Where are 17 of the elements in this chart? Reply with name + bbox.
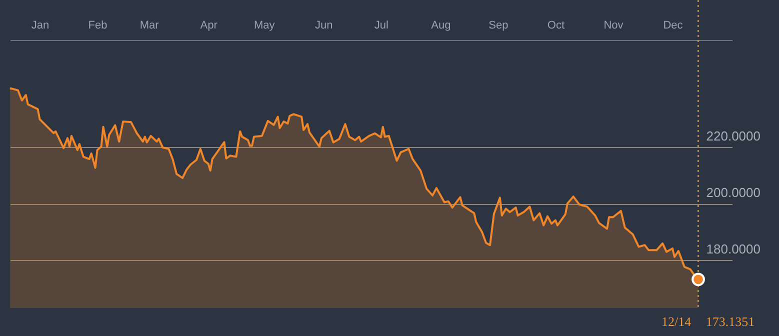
x-tick-label: Sep [488,20,508,32]
x-tick-label: Feb [88,20,108,32]
x-tick-label: Jul [374,20,388,32]
x-tick-label: Jun [315,20,333,32]
y-tick-label: 220.0000 [706,128,760,144]
annotation: 12/14 [661,314,692,329]
x-tick-label: Mar [140,20,160,32]
y-tick-label: 200.0000 [706,185,760,200]
x-tick-label: Apr [200,20,218,32]
y-tick-label: 180.0000 [706,242,760,257]
annotation: 173.1351 [706,314,755,329]
x-tick-label: May [254,20,276,32]
x-tick-label: Aug [431,20,451,32]
x-tick-label: Jan [31,20,50,32]
x-tick-label: Nov [604,20,624,32]
x-tick-label: Oct [547,20,565,32]
x-tick-label: Dec [663,20,684,32]
